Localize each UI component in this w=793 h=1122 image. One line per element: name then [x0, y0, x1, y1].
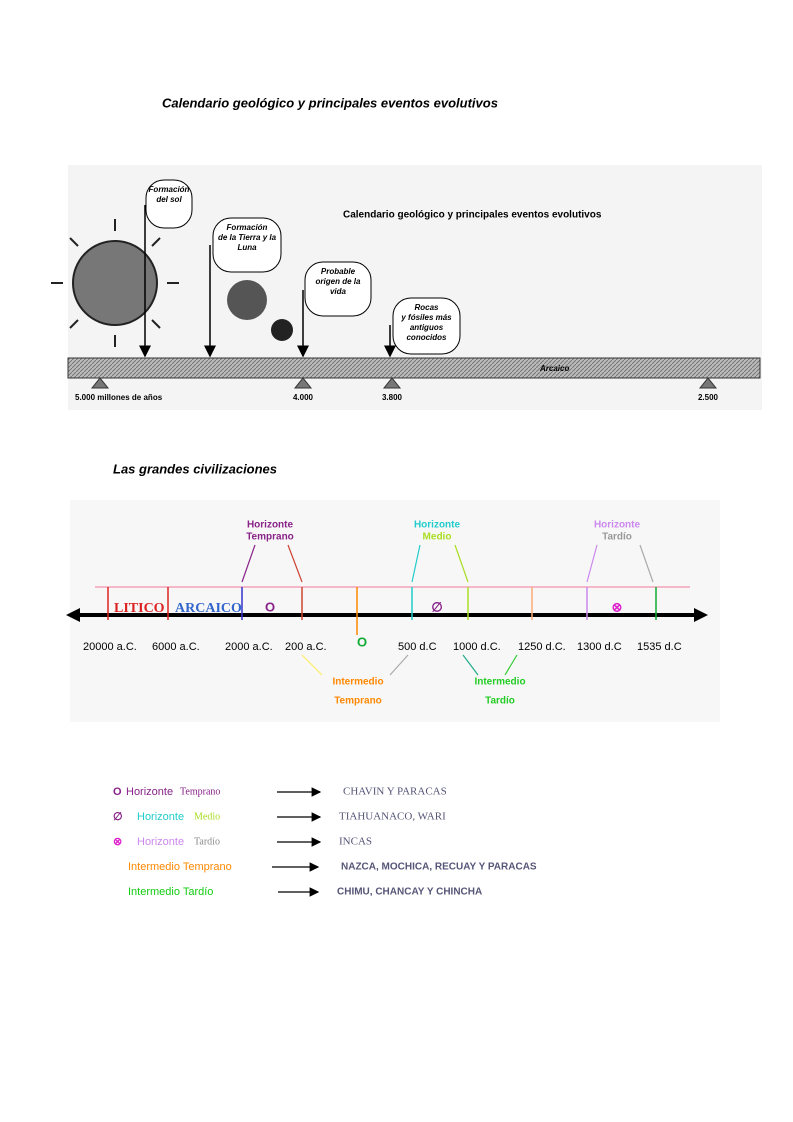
legend-label: Medio [194, 811, 220, 822]
date-label: 1535 d.C [637, 641, 682, 653]
date-label: 1000 d.C. [453, 641, 501, 653]
period-label: LITICO [114, 601, 165, 616]
geo-tick-label: 5.000 millones de años [75, 393, 163, 402]
line-symbol: ⊗ [612, 599, 623, 614]
bar-label: Arcaico [539, 364, 569, 373]
callout-text: Formación [227, 223, 268, 232]
moon [271, 319, 293, 341]
date-label: 1300 d.C [577, 641, 622, 653]
callout-text: antiguos [410, 323, 444, 332]
date-label: 20000 a.C. [83, 641, 137, 653]
line-symbol: O [265, 599, 275, 614]
geo-title: Calendario geológico y principales event… [343, 210, 602, 221]
legend-label: Intermedio Tardío [128, 886, 213, 898]
tick-triangles [90, 377, 718, 389]
legend-label: Intermedio Temprano [128, 861, 232, 873]
callout-box [304, 261, 372, 317]
date-label: 200 a.C. [285, 641, 327, 653]
heading: Calendario geológico y principales event… [162, 95, 498, 110]
legend-symbol: ∅ [113, 811, 123, 823]
callout-text: y fósiles más [400, 313, 452, 322]
horizon-label: Temprano [246, 532, 294, 543]
callout-text: conocidos [406, 333, 447, 342]
geo-tick-label: 3.800 [382, 393, 403, 402]
legend-symbol: O [113, 786, 122, 798]
callout-text: Formación [149, 185, 190, 194]
intermediate-symbol: O [357, 634, 367, 649]
legend-label: Horizonte [126, 786, 173, 798]
legend-culture: NAZCA, MOCHICA, RECUAY Y PARACAS [341, 862, 537, 873]
horizon-label: Medio [423, 532, 452, 543]
horizon-label: Horizonte [594, 520, 641, 531]
legend-culture: TIAHUANACO, WARI [339, 811, 446, 823]
legend-label: Tardío [194, 836, 220, 847]
intermediate-label: Intermedio [332, 677, 383, 688]
geo-tick-label: 2.500 [698, 393, 719, 402]
callout-text: de la Tierra y la [218, 233, 277, 242]
line-symbol: ∅ [431, 599, 442, 614]
date-label: 1250 d.C. [518, 641, 566, 653]
callout-box [212, 217, 282, 273]
period-ticks [107, 587, 657, 635]
geo-figure [51, 165, 762, 410]
callout-text: Probable [321, 267, 356, 276]
legend-culture: INCAS [339, 836, 372, 848]
intermediate-label: Temprano [334, 696, 382, 707]
legend-label: Horizonte [137, 836, 184, 848]
civ-background [70, 500, 720, 722]
legend-arrows [272, 787, 322, 897]
legend-culture: CHAVIN Y PARACAS [343, 786, 447, 798]
date-label: 500 d.C [398, 641, 437, 653]
sun [51, 219, 179, 347]
legend-culture: CHIMU, CHANCAY Y CHINCHA [337, 887, 482, 898]
callout-box [392, 297, 461, 355]
callout-text: vida [330, 287, 347, 296]
period-label: ARCAICO [175, 601, 242, 616]
horizon-label: Horizonte [414, 520, 461, 531]
date-label: 6000 a.C. [152, 641, 200, 653]
earth [227, 280, 267, 320]
callout-text: origen de la [316, 277, 361, 286]
callout-text: Luna [237, 243, 257, 252]
legend-label: Horizonte [137, 811, 184, 823]
connector-lines [241, 544, 654, 676]
callout-text: del sol [156, 195, 182, 204]
intermediate-label: Tardío [485, 696, 515, 707]
civ-heading: Las grandes civilizaciones [113, 461, 277, 476]
horizon-label: Tardío [602, 532, 632, 543]
date-label: 2000 a.C. [225, 641, 273, 653]
horizon-label: Horizonte [247, 520, 294, 531]
callout-box [145, 179, 193, 229]
legend-label: Temprano [180, 786, 220, 797]
callout-arrows [139, 205, 396, 358]
geo-tick-label: 4.000 [293, 393, 314, 402]
civ-figure [66, 500, 720, 722]
time-bar [67, 357, 761, 379]
intermediate-label: Intermedio [474, 677, 525, 688]
callout-text: Rocas [414, 303, 439, 312]
legend-symbol: ⊗ [113, 836, 122, 848]
